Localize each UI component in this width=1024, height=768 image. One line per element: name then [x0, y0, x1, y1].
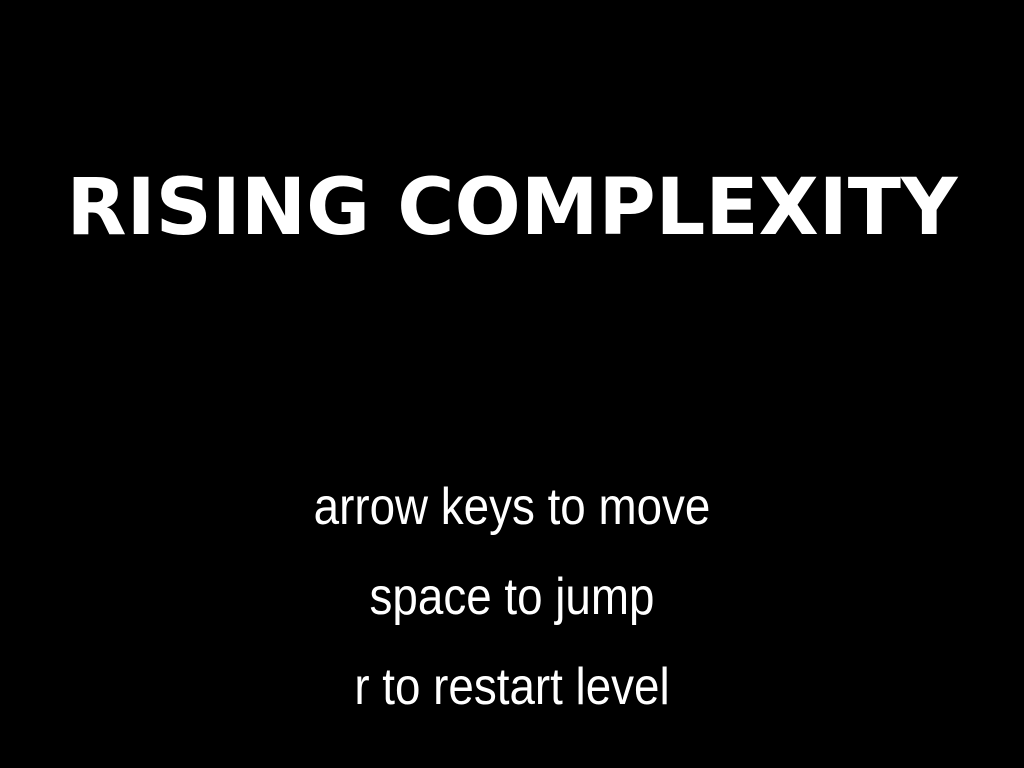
instruction-jump: space to jump [369, 568, 655, 626]
instruction-restart: r to restart level [354, 658, 670, 716]
instruction-move: arrow keys to move [313, 478, 711, 536]
game-title: RISING COMPLEXITY [66, 163, 958, 253]
controls-instructions: arrow keys to move space to jump r to re… [0, 462, 1024, 732]
